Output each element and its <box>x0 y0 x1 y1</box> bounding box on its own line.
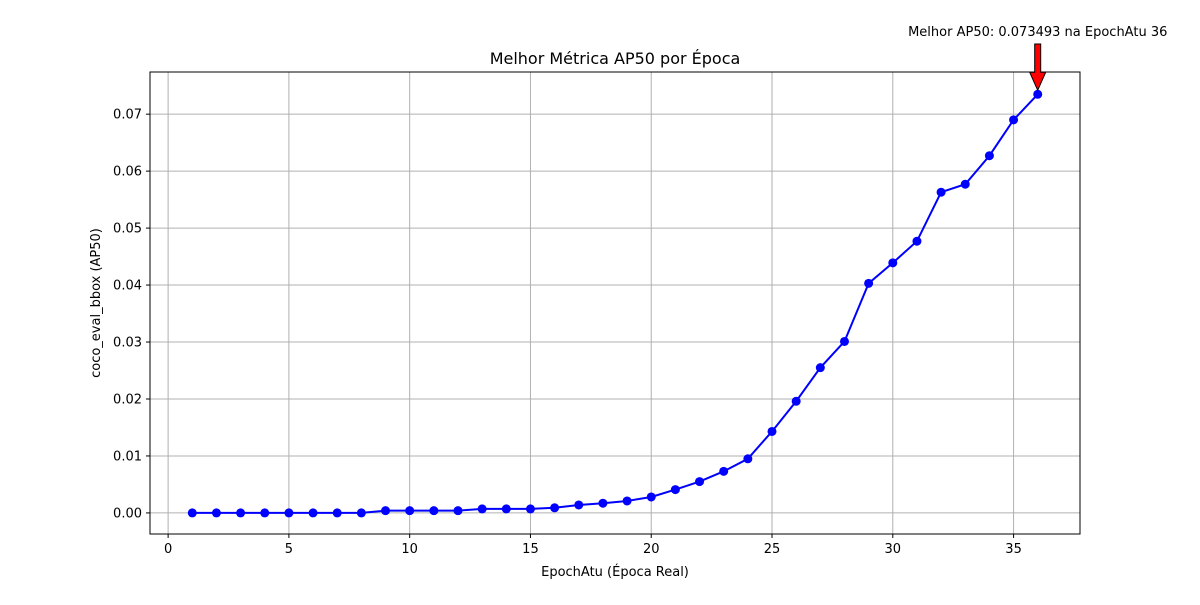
y-tick-label: 0.03 <box>113 336 142 351</box>
x-tick-label: 20 <box>643 542 660 557</box>
y-tick-label: 0.05 <box>113 222 142 237</box>
y-tick-label: 0.01 <box>113 449 142 464</box>
data-point <box>598 498 608 508</box>
series-line <box>192 93 1039 514</box>
data-point <box>381 506 391 516</box>
data-point <box>960 179 970 189</box>
data-point <box>332 508 342 518</box>
annotation-arrow <box>1028 43 1047 92</box>
data-point <box>936 187 946 197</box>
y-tick-label: 0.00 <box>113 506 142 521</box>
y-axis-label: coco_eval_bbox (AP50) <box>89 228 104 378</box>
x-tick-label: 5 <box>285 542 293 557</box>
data-point <box>1033 89 1043 99</box>
x-tick-label: 30 <box>885 542 902 557</box>
data-point <box>670 485 680 495</box>
series-layer <box>187 89 1043 518</box>
data-point <box>622 496 632 506</box>
data-point <box>646 492 656 502</box>
data-point <box>453 506 463 516</box>
grid-lines <box>150 72 1080 534</box>
data-point <box>550 503 560 513</box>
data-point <box>695 477 705 487</box>
x-axis-label: EpochAtu (Época Real) <box>541 564 689 580</box>
plot-frame <box>149 71 1081 535</box>
data-point <box>743 454 753 464</box>
data-point <box>984 151 994 161</box>
best-value-annotation: Melhor AP50: 0.073493 na EpochAtu 36 <box>908 25 1167 92</box>
y-tick-label: 0.02 <box>113 392 142 407</box>
x-tick-label: 15 <box>522 542 539 557</box>
data-point <box>429 506 439 516</box>
axis-ticks: 0 5 10 15 20 25 30 35 0.00 0.01 0.02 0.03 0.04 0.05 0.… <box>113 108 1022 557</box>
data-point <box>260 508 270 518</box>
data-point <box>839 336 849 346</box>
data-point <box>356 508 366 518</box>
annotation-text: Melhor AP50: 0.073493 na EpochAtu 36 <box>908 25 1167 40</box>
data-point <box>791 396 801 406</box>
data-point <box>501 504 511 514</box>
data-point <box>477 504 487 514</box>
y-tick-label: 0.06 <box>113 165 142 180</box>
x-tick-label: 0 <box>164 542 172 557</box>
data-point <box>308 508 318 518</box>
data-point <box>912 236 922 246</box>
data-point <box>236 508 246 518</box>
data-point <box>1009 115 1019 125</box>
y-tick-label: 0.07 <box>113 108 142 123</box>
data-point <box>888 258 898 268</box>
chart-title: Melhor Métrica AP50 por Época <box>490 49 741 68</box>
data-point <box>187 508 197 518</box>
data-point <box>767 426 777 436</box>
x-tick-label: 10 <box>401 542 418 557</box>
data-point <box>815 363 825 373</box>
data-point <box>284 508 294 518</box>
y-tick-label: 0.04 <box>113 279 142 294</box>
data-point <box>864 278 874 288</box>
data-point <box>211 508 221 518</box>
data-point <box>525 504 535 514</box>
data-point <box>719 466 729 476</box>
data-point <box>405 506 415 516</box>
x-tick-label: 25 <box>764 542 781 557</box>
data-point <box>574 500 584 510</box>
x-tick-label: 35 <box>1005 542 1022 557</box>
